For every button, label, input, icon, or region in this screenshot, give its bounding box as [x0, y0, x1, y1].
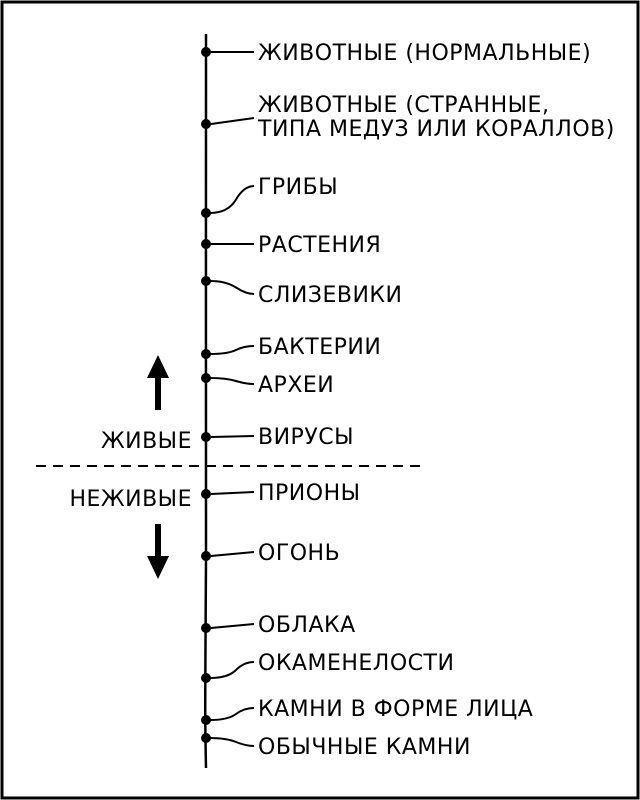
item-label: ОБЫЧНЫЕ КАМНИ — [258, 735, 471, 760]
item-dot — [201, 349, 211, 359]
item-dot — [201, 432, 211, 442]
item-dot — [201, 119, 211, 129]
item-connector — [209, 345, 255, 355]
item-label: АРХЕИ — [258, 373, 334, 398]
living-label: ЖИВЫЕ — [101, 429, 192, 454]
spectrum-item: ОБЛАКА — [201, 613, 356, 638]
item-label: ЖИВОТНЫЕ (НОРМАЛЬНЫЕ) — [258, 41, 591, 66]
item-connector — [210, 435, 255, 438]
item-dot — [201, 673, 211, 683]
item-connector — [210, 117, 255, 125]
item-dot — [201, 276, 211, 286]
item-connector — [209, 737, 255, 747]
spectrum-axis — [204, 33, 208, 769]
item-label: ОГОНЬ — [258, 541, 340, 566]
spectrum-item: АРХЕИ — [201, 373, 334, 398]
item-connector — [209, 661, 255, 679]
spectrum-items: ЖИВОТНЫЕ (НОРМАЛЬНЫЕ) ЖИВОТНЫЕ (СТРАННЫЕ,… — [201, 41, 615, 760]
nonliving-label: НЕЖИВЫЕ — [69, 487, 192, 512]
spectrum-item: БАКТЕРИИ — [201, 335, 381, 360]
item-label: КАМНИ В ФОРМЕ ЛИЦА — [258, 697, 533, 722]
item-label: ЖИВОТНЫЕ (СТРАННЫЕ, — [258, 93, 549, 118]
item-label: ВИРУСЫ — [258, 425, 354, 450]
item-label: ТИПА МЕДУЗ ИЛИ КОРАЛЛОВ) — [257, 117, 615, 142]
spectrum-item: КАМНИ В ФОРМЕ ЛИЦА — [201, 697, 533, 725]
spectrum-item: ПРИОНЫ — [201, 481, 361, 506]
item-dot — [201, 373, 211, 383]
item-connector — [209, 185, 255, 214]
spectrum-item: ЖИВОТНЫЕ (НОРМАЛЬНЫЕ) — [201, 41, 591, 66]
item-connector — [209, 707, 255, 721]
item-dot — [201, 208, 211, 218]
spectrum-item: РАСТЕНИЯ — [201, 233, 381, 258]
item-label: ОБЛАКА — [258, 613, 356, 638]
item-dot — [201, 47, 211, 57]
item-label: СЛИЗЕВИКИ — [258, 283, 403, 308]
spectrum-item: ОБЫЧНЫЕ КАМНИ — [201, 733, 471, 760]
spectrum-item: ЖИВОТНЫЕ (СТРАННЫЕ,ТИПА МЕДУЗ ИЛИ КОРАЛЛ… — [201, 93, 615, 142]
item-connector — [210, 623, 255, 629]
item-dot — [201, 239, 211, 249]
item-dot — [201, 489, 211, 499]
item-connector — [209, 280, 255, 295]
item-label: БАКТЕРИИ — [258, 335, 381, 360]
spectrum-item: ОГОНЬ — [201, 541, 340, 566]
item-label: РАСТЕНИЯ — [258, 233, 381, 258]
spectrum-item: СЛИЗЕВИКИ — [201, 276, 403, 308]
item-dot — [201, 715, 211, 725]
spectrum-item: ОКАМЕНЕЛОСТИ — [201, 651, 454, 683]
item-connector — [209, 377, 255, 385]
item-dot — [201, 551, 211, 561]
item-dot — [201, 733, 211, 743]
item-label: ГРИБЫ — [258, 175, 338, 200]
arrow-down-icon — [147, 524, 169, 579]
item-connector — [210, 551, 255, 557]
item-label: ПРИОНЫ — [258, 481, 361, 506]
item-label: ОКАМЕНЕЛОСТИ — [258, 651, 454, 676]
arrow-up-icon — [147, 355, 169, 410]
item-dot — [201, 623, 211, 633]
spectrum-item: ГРИБЫ — [201, 175, 338, 218]
item-connector — [210, 491, 255, 495]
spectrum-item: ВИРУСЫ — [201, 425, 354, 450]
